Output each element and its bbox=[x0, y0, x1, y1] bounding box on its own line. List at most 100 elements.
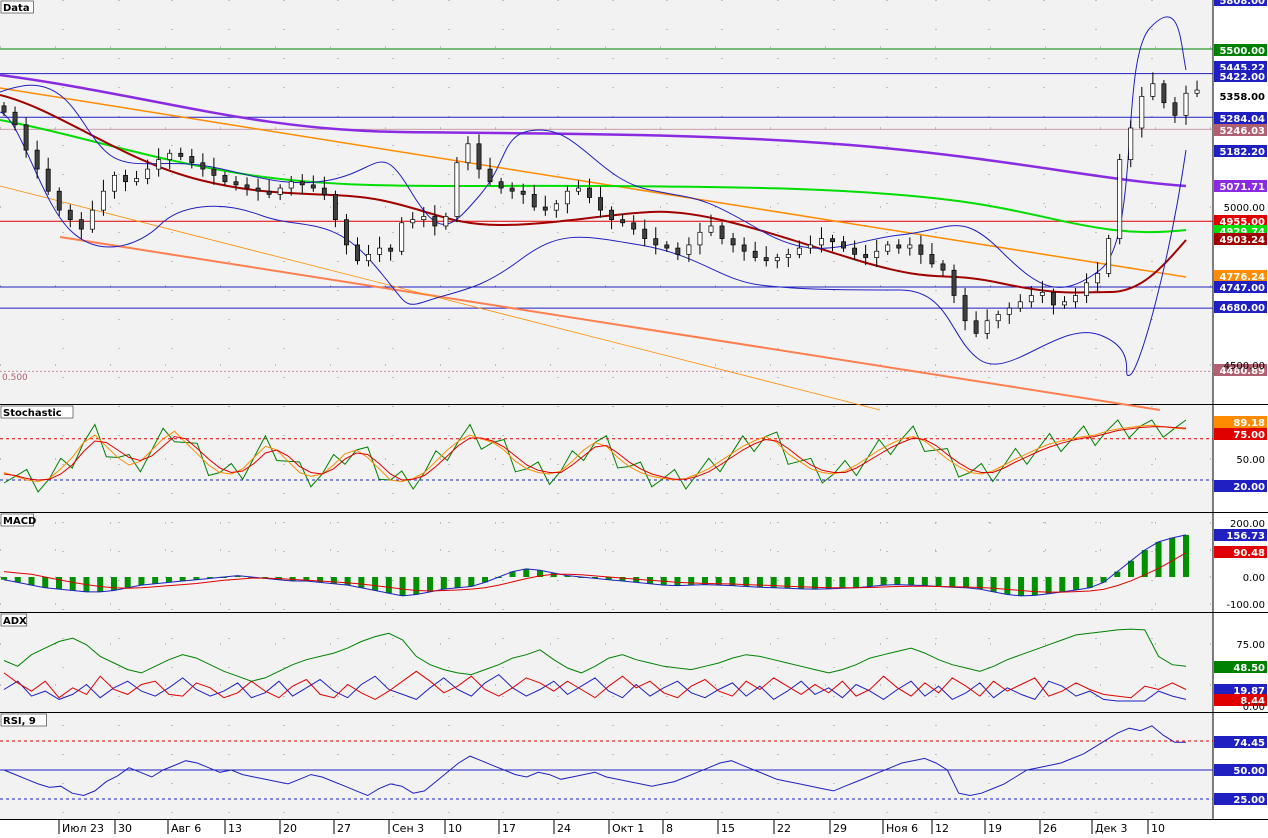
macd-histogram-bar bbox=[729, 577, 736, 586]
candle bbox=[12, 111, 18, 126]
adx-line bbox=[3, 628, 1187, 682]
macd-histogram-bar bbox=[990, 577, 997, 592]
candle bbox=[343, 219, 349, 246]
price-axis-label-bg bbox=[1214, 145, 1267, 157]
macd-histogram-bar bbox=[674, 577, 681, 586]
candle bbox=[984, 320, 990, 334]
x-tick-label: 13 bbox=[228, 822, 242, 834]
macd-histogram-bar bbox=[330, 577, 337, 584]
candle bbox=[951, 269, 957, 296]
macd-histogram-bar bbox=[165, 577, 172, 583]
adx-tick-label: 0.00 bbox=[1243, 702, 1265, 713]
price-axis-label-bg bbox=[1214, 180, 1267, 192]
candle bbox=[852, 247, 858, 255]
price-axis-label: 4480.89 bbox=[1219, 366, 1265, 377]
candle bbox=[819, 238, 824, 246]
candle bbox=[575, 187, 581, 192]
candle bbox=[277, 187, 283, 195]
macd-tick-label: 200.00 bbox=[1230, 519, 1265, 530]
macd-line bbox=[3, 534, 1187, 597]
stoch-axis-label-bg bbox=[1214, 480, 1267, 492]
price-axis-label: 5445.22 bbox=[1219, 63, 1265, 74]
macd-axis-label-bg bbox=[1214, 546, 1267, 558]
x-tick-label: 17 bbox=[502, 822, 516, 834]
candle bbox=[100, 190, 106, 211]
macd-axis-label: 90.48 bbox=[1233, 548, 1265, 559]
candle bbox=[752, 250, 758, 258]
price-axis-label-bg bbox=[1214, 270, 1267, 282]
macd-histogram-bar bbox=[14, 577, 21, 583]
macd-histogram-bar bbox=[578, 577, 585, 578]
price-axis-label-bg bbox=[1214, 0, 1267, 6]
macd-histogram-bar bbox=[798, 577, 805, 589]
x-tick-label: 27 bbox=[337, 822, 351, 834]
price-axis-label-bg bbox=[1214, 90, 1267, 102]
price-axis-label: 5246.03 bbox=[1219, 126, 1265, 137]
ma-darkred-line bbox=[0, 94, 1187, 294]
macd-histogram-bar bbox=[564, 575, 571, 577]
candle bbox=[730, 238, 736, 246]
x-tick-label: 12 bbox=[935, 822, 949, 834]
bollinger-lower-line bbox=[0, 111, 1187, 377]
candle bbox=[443, 216, 449, 227]
macd-tick-label: 0.00 bbox=[1243, 573, 1265, 584]
macd-histogram-bar bbox=[1018, 577, 1025, 596]
candle bbox=[1028, 295, 1034, 303]
macd-histogram-bar bbox=[866, 577, 873, 587]
candle bbox=[355, 244, 360, 262]
candle bbox=[896, 244, 902, 249]
x-tick-label: 24 bbox=[557, 822, 571, 834]
candle bbox=[321, 187, 327, 195]
price-axis-label-bg bbox=[1214, 70, 1267, 82]
adx-axis-label-bg bbox=[1214, 694, 1267, 706]
candle bbox=[1106, 238, 1112, 274]
candle bbox=[1194, 89, 1200, 94]
candle bbox=[167, 152, 173, 160]
macd-histogram-bar bbox=[69, 577, 76, 591]
macd-histogram-bar bbox=[811, 577, 818, 590]
panel-title: Stochastic bbox=[3, 408, 62, 419]
macd-histogram-bar bbox=[743, 577, 750, 587]
candle bbox=[78, 219, 84, 230]
candle bbox=[123, 175, 128, 183]
candle bbox=[1006, 307, 1012, 315]
candle bbox=[388, 247, 394, 252]
macd-tick-label: -100.00 bbox=[1226, 600, 1265, 611]
stoch-axis-label-bg bbox=[1214, 428, 1267, 440]
x-tick-label: Окт 1 bbox=[612, 822, 644, 834]
candle bbox=[796, 247, 802, 255]
candle bbox=[211, 168, 217, 176]
stoch-axis-label-bg bbox=[1214, 416, 1267, 428]
panel-title-box bbox=[0, 405, 74, 419]
candle bbox=[553, 203, 559, 211]
macd-histogram-bar bbox=[880, 577, 887, 586]
macd-histogram-bar bbox=[1045, 577, 1052, 594]
macd-histogram-bar bbox=[976, 577, 983, 590]
adx-axis-label: 8.44 bbox=[1240, 696, 1265, 707]
stoch-axis-label: 89.18 bbox=[1233, 418, 1265, 429]
rsi-tick-label: 25.00 bbox=[1233, 795, 1265, 806]
candle bbox=[1073, 295, 1078, 303]
macd-histogram-bar bbox=[413, 577, 420, 595]
x-tick-label: Авг 6 bbox=[171, 822, 201, 834]
candle bbox=[1161, 83, 1167, 104]
candle bbox=[255, 187, 261, 192]
macd-histogram-bar bbox=[344, 577, 351, 586]
adx-tick-label: 75.00 bbox=[1236, 640, 1265, 651]
macd-histogram-bar bbox=[427, 577, 434, 592]
panel-title-box bbox=[0, 713, 47, 727]
macd-histogram-bar bbox=[935, 577, 942, 587]
macd-histogram-bar bbox=[592, 577, 598, 579]
macd-histogram-bar bbox=[193, 577, 200, 580]
price-axis-label: 5358.00 bbox=[1219, 92, 1265, 103]
trendline-thin bbox=[0, 185, 881, 411]
candle bbox=[1139, 96, 1145, 129]
macd-histogram-bar bbox=[1183, 534, 1189, 577]
candle bbox=[244, 184, 250, 189]
candle bbox=[288, 181, 294, 189]
macd-histogram-bar bbox=[1086, 577, 1093, 588]
macd-histogram-bar bbox=[688, 577, 695, 586]
price-axis-label-bg bbox=[1214, 364, 1267, 376]
panel-title: RSI, 9 bbox=[3, 716, 36, 727]
macd-histogram-bar bbox=[605, 577, 612, 580]
